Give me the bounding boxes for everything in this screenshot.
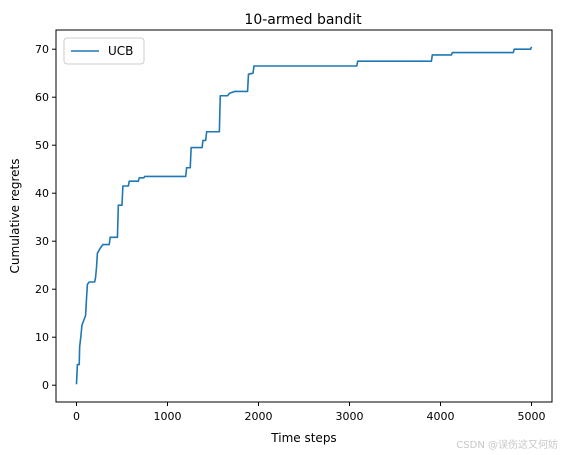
legend-box <box>63 37 145 65</box>
x-tick-label: 1000 <box>153 410 181 423</box>
plot-area <box>75 46 533 385</box>
axes-frame <box>55 29 553 403</box>
series-line-ucb <box>75 46 533 385</box>
legend: UCB <box>63 37 145 65</box>
y-tick-label: 30 <box>35 235 49 248</box>
y-tick-label: 10 <box>35 331 49 344</box>
x-axis-label: Time steps <box>270 431 336 445</box>
watermark: CSDN @误伤这又何妨 <box>456 440 558 451</box>
y-axis-label: Cumulative regrets <box>8 159 22 274</box>
y-tick-label: 20 <box>35 283 49 296</box>
y-tick-label: 50 <box>35 139 49 152</box>
y-axis: 0 10 20 30 40 50 60 70 <box>35 43 56 392</box>
y-tick-label: 40 <box>35 187 49 200</box>
x-axis: 0 1000 2000 3000 4000 5000 <box>73 402 546 423</box>
chart-title: 10-armed bandit <box>244 12 362 28</box>
x-tick-label: 3000 <box>336 410 364 423</box>
y-tick-label: 0 <box>42 379 49 392</box>
x-tick-label: 4000 <box>427 410 455 423</box>
x-tick-label: 0 <box>73 410 80 423</box>
x-tick-label: 2000 <box>244 410 272 423</box>
y-tick-label: 70 <box>35 43 49 56</box>
x-tick-label: 5000 <box>518 410 546 423</box>
y-tick-label: 60 <box>35 91 49 104</box>
legend-label-ucb: UCB <box>108 44 133 58</box>
